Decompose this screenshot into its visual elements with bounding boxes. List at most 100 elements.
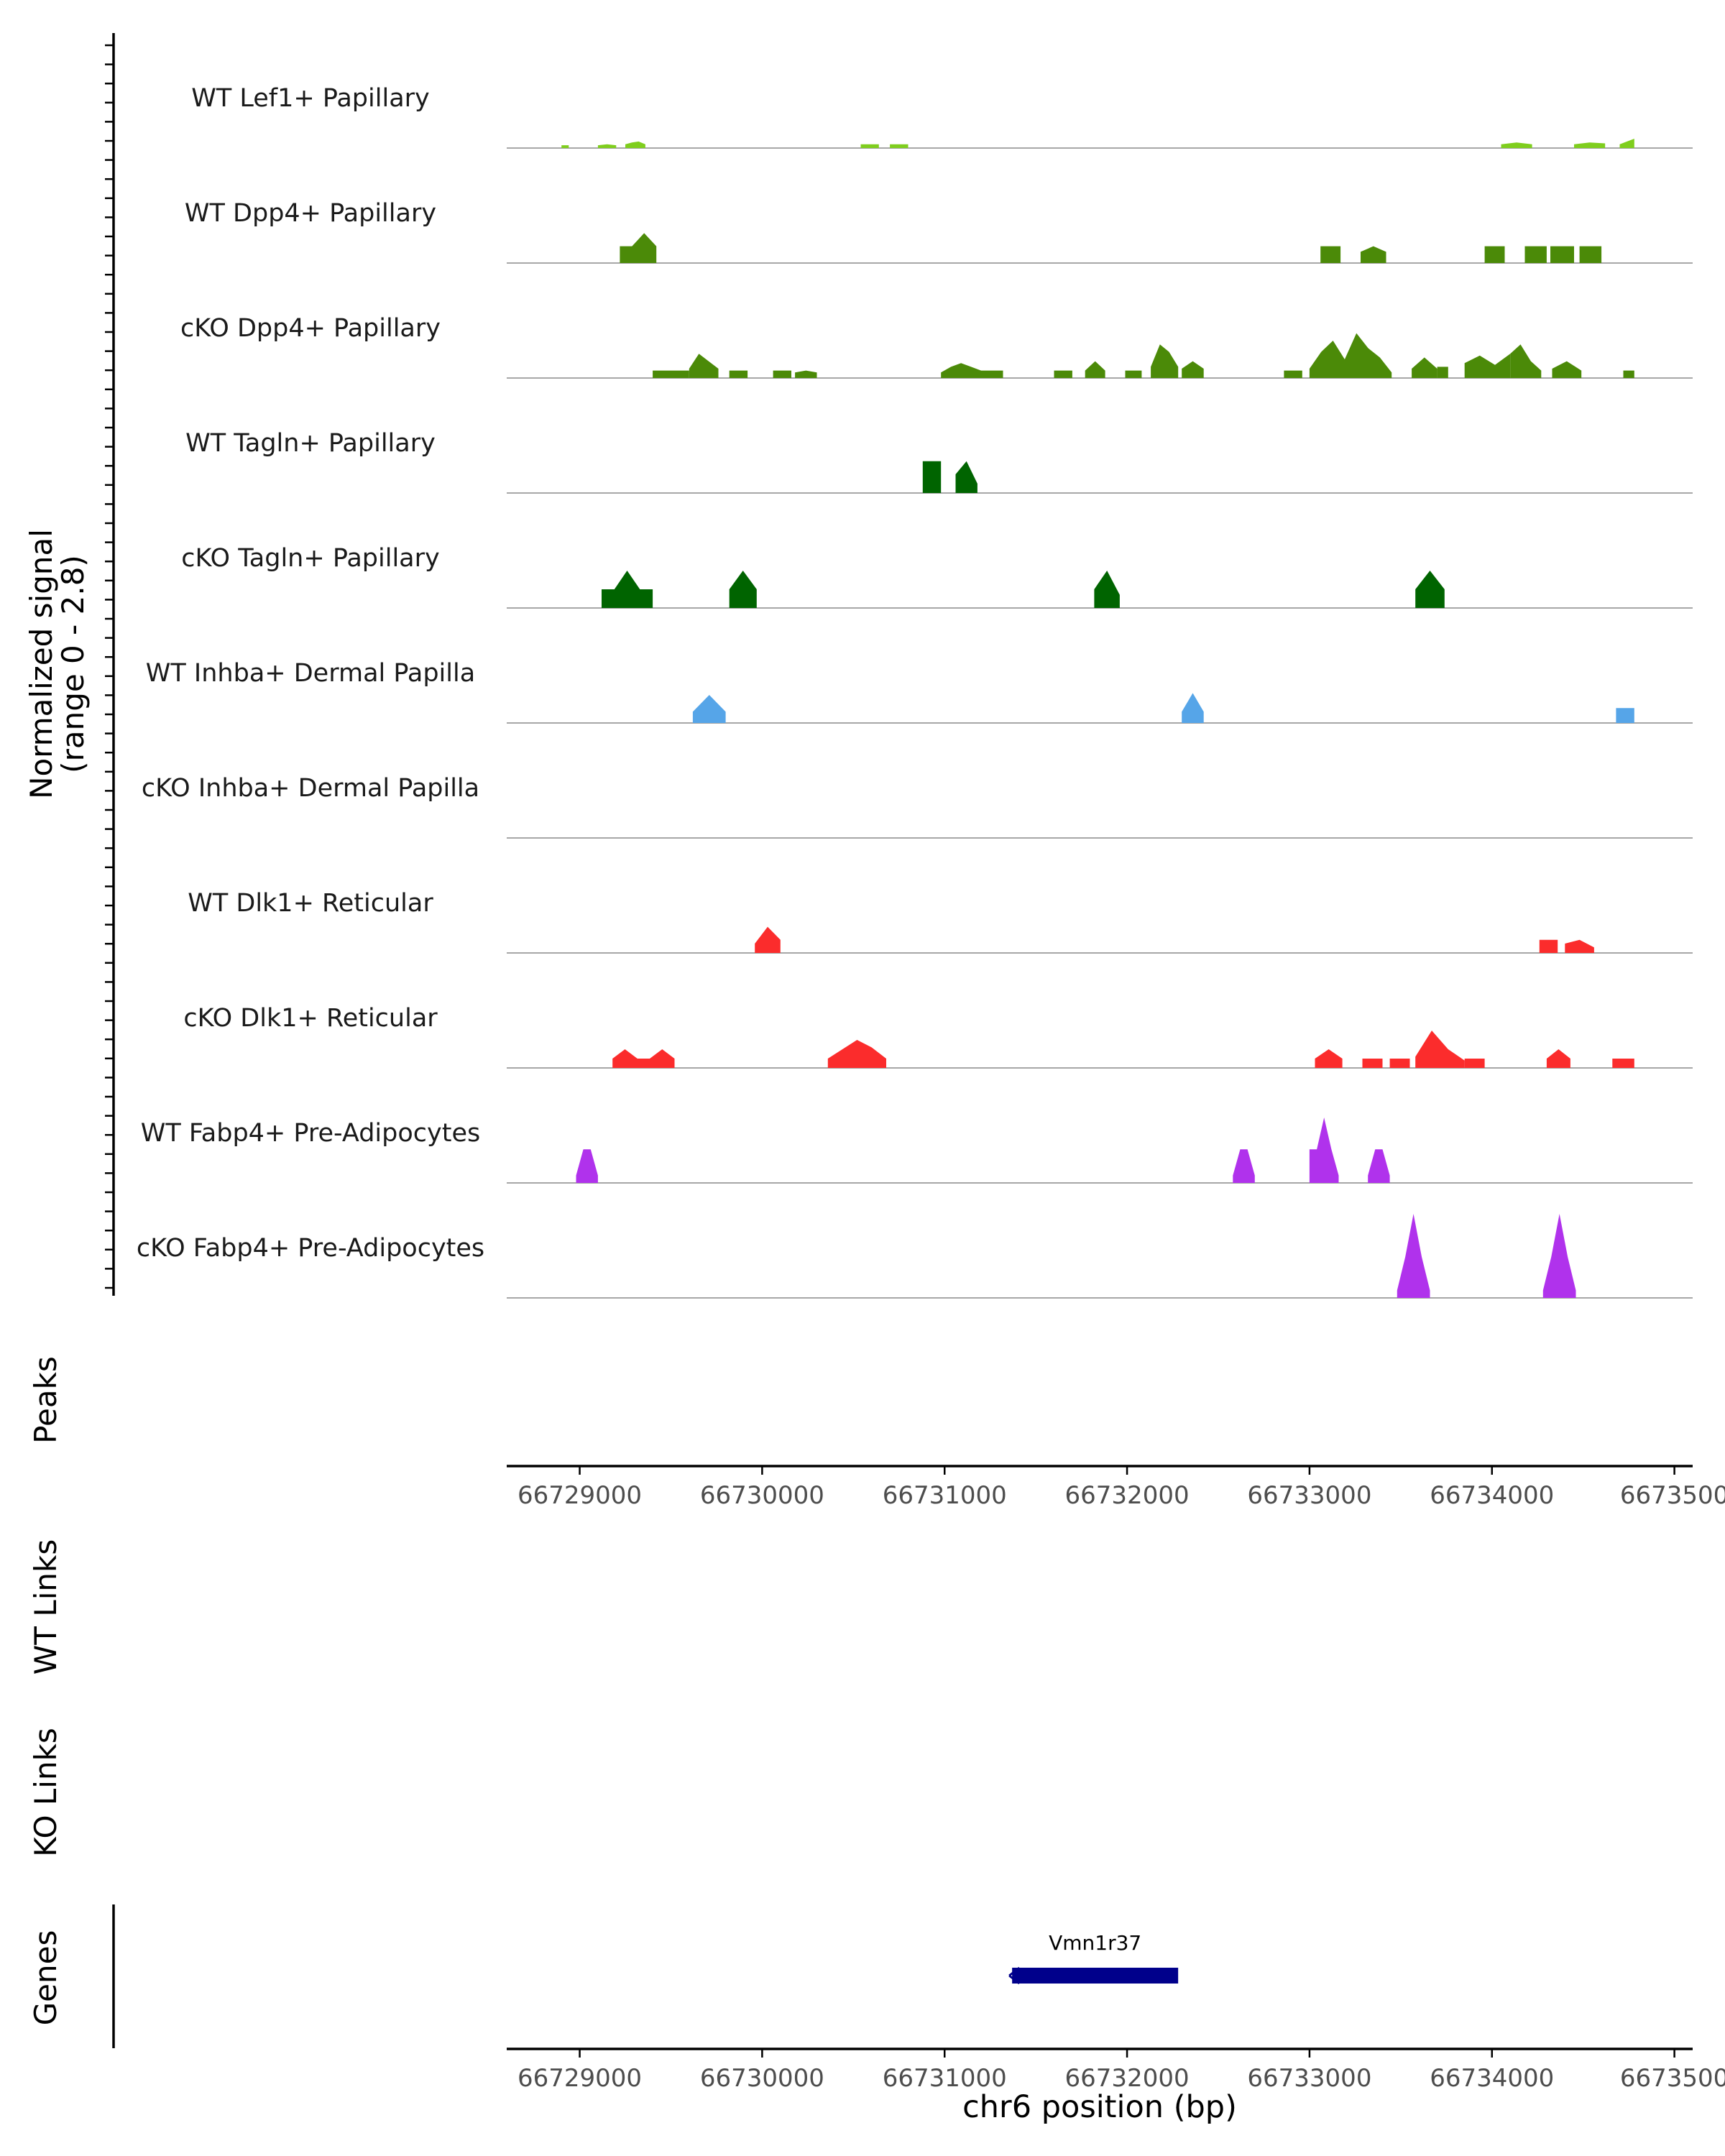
x-axis-tick-label: 66732000	[1065, 1481, 1190, 1510]
track-label: WT Inhba+ Dermal Papilla	[146, 659, 475, 688]
signal-peak	[692, 695, 726, 723]
signal-peak	[729, 571, 757, 608]
coverage-track: WT Tagln+ Papillary	[185, 429, 1693, 494]
signal-peak	[1397, 1214, 1430, 1298]
signal-peak	[1623, 370, 1634, 378]
signal-peak	[561, 145, 569, 148]
genes-x-axis: 66729000 66730000 66731000 66732000 66733000…	[518, 2049, 1725, 2093]
signal-peak	[1546, 1049, 1570, 1068]
signal-peak	[795, 370, 817, 378]
signal-peak	[653, 370, 689, 378]
coverage-y-ticks	[105, 44, 114, 1289]
signal-peak	[1309, 1118, 1339, 1183]
signal-peak	[1565, 939, 1594, 953]
signal-peak	[1484, 246, 1505, 263]
signal-peak	[1182, 361, 1204, 378]
signal-peak	[1054, 370, 1072, 378]
signal-peak	[1501, 142, 1532, 148]
signal-peak	[1616, 708, 1634, 723]
coverage-y-axis-title: Normalized signal (range 0 - 2.8)	[24, 529, 91, 799]
signal-peak	[1368, 1149, 1390, 1183]
x-axis-tick-label: 6673500	[1620, 1481, 1725, 1510]
x-axis-tick-label: 66729000	[518, 2064, 642, 2093]
x-axis-tick-label: 66733000	[1247, 1481, 1371, 1510]
signal-peak	[1151, 344, 1179, 378]
signal-peak	[922, 461, 942, 493]
signal-peak	[1619, 139, 1634, 148]
signal-peak	[1612, 1059, 1634, 1068]
signal-peak	[1574, 142, 1606, 148]
x-axis-tick-label: 66730000	[700, 1481, 824, 1510]
signal-peak	[576, 1149, 598, 1183]
coverage-track: WT Dpp4+ Papillary	[185, 199, 1693, 264]
signal-peak	[773, 370, 791, 378]
track-label: WT Lef1+ Papillary	[191, 84, 430, 113]
coverage-track: WT Dlk1+ Reticular	[188, 889, 1693, 954]
signal-peak	[1550, 246, 1574, 263]
signal-peak	[981, 370, 1003, 378]
signal-peak	[612, 1049, 675, 1068]
signal-peak	[1464, 1059, 1485, 1068]
coverage-track: cKO Tagln+ Papillary	[181, 544, 1693, 609]
signal-peak	[955, 461, 978, 493]
strand-arrow	[1008, 1966, 1021, 1985]
x-axis-tick-label: 66731000	[883, 1481, 1007, 1510]
signal-peak	[1389, 1059, 1410, 1068]
signal-peak	[890, 144, 908, 148]
gene-model: Vmn1r37	[1008, 1931, 1179, 1985]
signal-peak	[1524, 246, 1547, 263]
signal-peak	[1510, 344, 1542, 378]
coverage-track: cKO Fabp4+ Pre-Adipocytes	[137, 1214, 1693, 1299]
signal-peak	[597, 144, 617, 148]
signal-peak	[755, 926, 781, 953]
signal-peak	[941, 363, 981, 378]
genes-panel-label: Genes	[28, 1930, 63, 2026]
signal-peak	[1552, 361, 1582, 378]
gene-body	[1012, 1968, 1179, 1984]
signal-peak	[1542, 1214, 1576, 1298]
signal-peak	[602, 571, 653, 608]
signal-peak	[1362, 1059, 1383, 1068]
wt-links-panel-label: WT Links	[28, 1539, 63, 1674]
gene-label: Vmn1r37	[1049, 1931, 1141, 1955]
signal-peak	[1579, 246, 1602, 263]
signal-peak	[1284, 370, 1302, 378]
signal-peak	[1437, 367, 1448, 378]
x-axis-tick-label: 66732000	[1065, 2064, 1190, 2093]
track-label: cKO Inhba+ Dermal Papilla	[142, 774, 479, 803]
coverage-tracks: WT Lef1+ Papillary WT Dpp4+ Papillary cKO …	[137, 84, 1693, 1299]
signal-peak	[1094, 571, 1120, 608]
x-axis-tick-label: 6673500	[1620, 2064, 1725, 2093]
signal-peak	[1539, 939, 1558, 953]
coverage-track: cKO Inhba+ Dermal Papilla	[142, 774, 1693, 839]
signal-peak	[1361, 246, 1386, 263]
signal-peak	[729, 370, 748, 378]
track-label: cKO Dlk1+ Reticular	[183, 1004, 438, 1033]
track-label: cKO Fabp4+ Pre-Adipocytes	[137, 1234, 484, 1263]
coverage-track: cKO Dlk1+ Reticular	[183, 1004, 1693, 1069]
x-axis-tick-label: 66734000	[1430, 2064, 1554, 2093]
coverage-track: WT Inhba+ Dermal Papilla	[146, 659, 1693, 724]
x-axis-tick-label: 66731000	[883, 2064, 1007, 2093]
track-label: cKO Tagln+ Papillary	[181, 544, 440, 573]
x-axis-tick-label: 66729000	[518, 1481, 642, 1510]
y-axis-title-line2: (range 0 - 2.8)	[55, 555, 91, 773]
signal-peak	[1233, 1149, 1255, 1183]
signal-peak	[1085, 361, 1105, 378]
signal-peak	[1182, 693, 1204, 723]
track-label: WT Dpp4+ Papillary	[185, 199, 436, 228]
signal-peak	[1415, 571, 1445, 608]
track-label: WT Dlk1+ Reticular	[188, 889, 433, 918]
signal-peak	[860, 144, 879, 148]
signal-peak	[1415, 1031, 1465, 1068]
signal-peak	[1315, 1049, 1343, 1068]
coverage-track: WT Lef1+ Papillary	[191, 84, 1693, 149]
peaks-x-axis: 66729000 66730000 66731000 66732000 66733000…	[518, 1466, 1725, 1510]
signal-peak	[1125, 370, 1142, 378]
signal-peak	[620, 233, 657, 263]
genes-track: Vmn1r37	[1008, 1931, 1179, 1985]
ko-links-panel-label: KO Links	[28, 1728, 63, 1857]
x-axis-tick-label: 66730000	[700, 2064, 824, 2093]
peaks-panel-label: Peaks	[28, 1356, 63, 1444]
